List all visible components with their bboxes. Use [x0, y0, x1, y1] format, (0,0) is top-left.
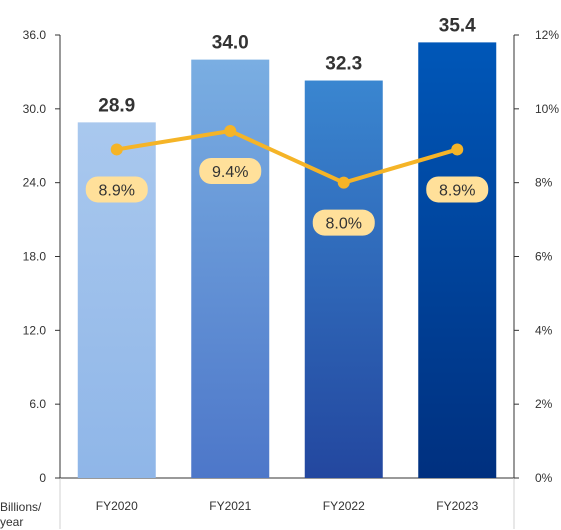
- x-tick-label: FY2023: [436, 499, 478, 513]
- bar-value-label: 34.0: [212, 33, 249, 54]
- rate-label-background: [426, 176, 489, 203]
- bar: [77, 122, 156, 478]
- bar-value-label: 35.4: [439, 15, 476, 36]
- y-tick-label: 24.0: [23, 176, 47, 190]
- rate-value-label: 8.9%: [439, 182, 475, 199]
- rate-label-background: [312, 209, 375, 236]
- x-tick-label: FY2021: [209, 499, 251, 513]
- y2-tick-label: 6%: [535, 250, 553, 264]
- rate-value-label: 8.0%: [326, 216, 362, 233]
- y2-tick-label: 2%: [535, 397, 553, 411]
- y2-tick-label: 8%: [535, 176, 553, 190]
- rate-value-label: 9.4%: [212, 164, 248, 181]
- bar-value-label: 28.9: [98, 95, 135, 116]
- bar: [418, 42, 497, 479]
- x-tick-label: FY2020: [96, 499, 138, 513]
- y-tick-label: 6.0: [29, 397, 46, 411]
- rate-line: [114, 128, 460, 185]
- rate-point: [224, 124, 237, 137]
- y-tick-label: 0: [39, 471, 46, 485]
- y-axis-unit-label: Billions/ year: [0, 500, 42, 529]
- rate-label-background: [85, 176, 148, 203]
- rate-value-label: 8.9%: [99, 182, 135, 199]
- y-tick-label: 36.0: [23, 28, 47, 42]
- y2-tick-label: 0%: [535, 471, 553, 485]
- rate-point: [451, 143, 464, 156]
- bar-value-label: 32.3: [325, 54, 362, 75]
- x-tick-label: FY2022: [323, 499, 365, 513]
- y2-tick-label: 10%: [535, 102, 559, 116]
- y2-tick-label: 4%: [535, 323, 553, 337]
- bar: [191, 59, 270, 478]
- rate-label-background: [199, 157, 262, 184]
- y2-tick-label: 12%: [535, 28, 559, 42]
- rate-point: [110, 143, 123, 156]
- y-tick-label: 12.0: [23, 323, 47, 337]
- y-tick-label: 18.0: [23, 250, 47, 264]
- rate-point: [337, 176, 350, 189]
- bar: [304, 80, 383, 479]
- y-tick-label: 30.0: [23, 102, 47, 116]
